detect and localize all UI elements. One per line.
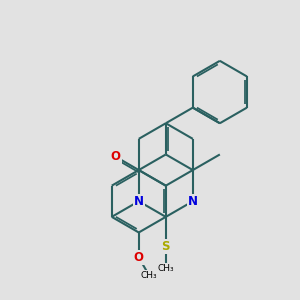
Text: N: N	[188, 195, 198, 208]
Text: O: O	[134, 251, 144, 264]
Text: S: S	[161, 240, 170, 253]
Text: CH₃: CH₃	[158, 264, 174, 273]
Text: N: N	[134, 195, 144, 208]
Text: CH₃: CH₃	[141, 271, 157, 280]
Text: O: O	[111, 150, 121, 163]
